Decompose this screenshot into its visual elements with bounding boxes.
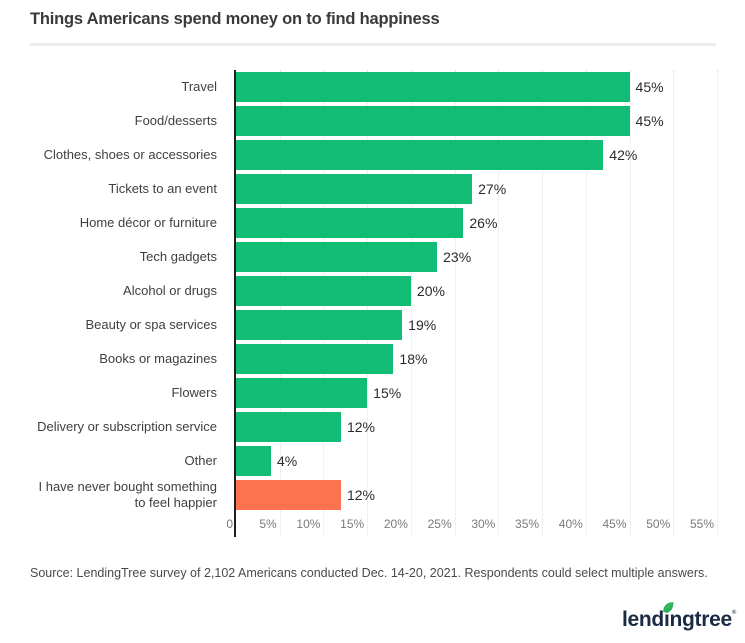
x-tick-label: 30% [471, 517, 496, 531]
bar-track: 45% [236, 72, 717, 102]
bar [236, 242, 438, 272]
bar-track: 23% [236, 242, 717, 272]
bar-row: Clothes, shoes or accessories 42% [30, 138, 717, 172]
category-label: I have never bought something to feel ha… [38, 478, 217, 510]
bar [236, 106, 630, 136]
value-label: 45% [635, 113, 664, 129]
x-tick-label: 50% [646, 517, 671, 531]
bar [236, 378, 368, 408]
x-tick-label: 0 [226, 517, 233, 531]
category-label: Flowers [171, 384, 217, 400]
value-label: 42% [609, 147, 638, 163]
bar-row: I have never bought something to feel ha… [30, 478, 717, 512]
category-label: Books or magazines [99, 350, 217, 366]
source-note: Source: LendingTree survey of 2,102 Amer… [30, 566, 708, 580]
bar-row: Food/desserts 45% [30, 104, 717, 138]
value-label: 12% [346, 419, 375, 435]
bar-row: Tickets to an event 27% [30, 172, 717, 206]
x-tick-label: 5% [259, 517, 277, 531]
value-label: 20% [416, 283, 445, 299]
value-label: 23% [443, 249, 472, 265]
bar [236, 310, 403, 340]
value-label: 18% [399, 351, 428, 367]
bar [236, 412, 341, 442]
value-label: 4% [276, 453, 298, 469]
bar-track: 4% [236, 446, 717, 476]
bar-track: 20% [236, 276, 717, 306]
x-tick-label: 55% [689, 517, 714, 531]
x-tick-label: 40% [558, 517, 583, 531]
x-axis: 0 5% 10% 15% 20% 25% 30% 35% 40% 45% 50% 55% [226, 512, 717, 536]
bar [236, 480, 341, 510]
bar-row: Delivery or subscription service 12% [30, 410, 717, 444]
gridline [717, 70, 718, 536]
x-tick-label: 35% [515, 517, 540, 531]
bar [236, 344, 394, 374]
logo-text-pre: lend [621, 608, 664, 631]
category-label: Tickets to an event [108, 180, 217, 196]
bar [236, 140, 604, 170]
bar [236, 208, 464, 238]
category-label: Food/desserts [134, 112, 217, 128]
bar-row: Books or magazines 18% [30, 342, 717, 376]
bar-chart: Travel 45% Food/desserts 45% Clothes, sh… [30, 70, 718, 537]
value-label: 15% [373, 385, 402, 401]
bar-row: Alcohol or drugs 20% [30, 274, 717, 308]
bar-row: Home décor or furniture 26% [30, 206, 717, 240]
x-tick-label: 15% [340, 517, 365, 531]
bar-track: 42% [236, 140, 717, 170]
bar-row: Travel 45% [30, 70, 717, 104]
x-tick-label: 20% [383, 517, 408, 531]
bar [236, 72, 630, 102]
value-label: 12% [346, 487, 375, 503]
bar-track: 19% [236, 310, 717, 340]
bar-track: 26% [236, 208, 717, 238]
bar-track: 12% [236, 480, 717, 510]
y-axis-line [234, 70, 236, 537]
category-label: Other [184, 452, 217, 468]
bar-row: Flowers 15% [30, 376, 717, 410]
category-label: Delivery or subscription service [37, 418, 217, 434]
bar-track: 12% [236, 412, 717, 442]
bar-track: 15% [236, 378, 717, 408]
x-tick-label: 25% [427, 517, 452, 531]
bar-track: 18% [236, 344, 717, 374]
bar-track: 27% [236, 174, 717, 204]
x-tick-label: 10% [296, 517, 321, 531]
category-label: Beauty or spa services [85, 316, 217, 332]
category-label: Home décor or furniture [79, 214, 217, 230]
category-label: Tech gadgets [139, 248, 217, 264]
bar-row: Other 4% [30, 444, 717, 478]
category-label: Clothes, shoes or accessories [43, 146, 217, 162]
lendingtree-logo: lend ingtree® [621, 602, 736, 632]
bar [236, 446, 271, 476]
leaf-icon [661, 596, 675, 613]
bar-row: Tech gadgets 23% [30, 240, 717, 274]
value-label: 26% [469, 215, 498, 231]
category-label: Travel [181, 78, 217, 94]
bar [236, 276, 411, 306]
bar-rows: Travel 45% Food/desserts 45% Clothes, sh… [30, 70, 717, 512]
x-tick-label: 45% [602, 517, 627, 531]
logo-letter-i: i [663, 602, 674, 632]
bar-row: Beauty or spa services 19% [30, 308, 717, 342]
bar-track: 45% [236, 106, 717, 136]
logo-text-post: ngtree [669, 608, 732, 631]
value-label: 19% [408, 317, 437, 333]
value-label: 45% [635, 79, 664, 95]
value-label: 27% [478, 181, 507, 197]
category-label: Alcohol or drugs [123, 282, 217, 298]
chart-title: Things Americans spend money on to find … [30, 10, 440, 28]
bar [236, 174, 473, 204]
title-divider [30, 43, 716, 46]
logo-trademark: ® [731, 610, 736, 616]
